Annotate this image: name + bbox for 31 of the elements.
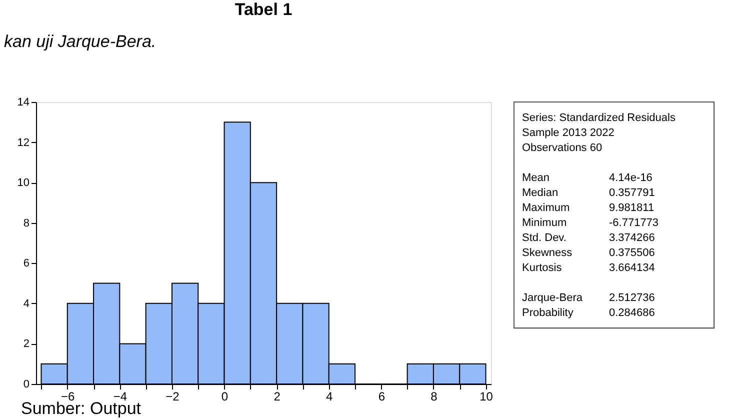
y-tick-label: 10 [17, 177, 30, 190]
text: Mean 4.14e-16 [522, 172, 652, 184]
text: Series: Standardized Residuals [522, 112, 676, 124]
x-tick-label: 8 [430, 390, 438, 404]
text: Minimum -6.771773 [522, 217, 659, 229]
x-tick-label: 4 [326, 390, 334, 404]
text: Probability 0.284686 [522, 307, 655, 319]
y-tick-label: 6 [23, 258, 30, 270]
text: Median 0.357791 [522, 187, 655, 199]
y-tick-label: 2 [23, 338, 30, 350]
y-tick-label: 8 [23, 217, 30, 230]
y-tick-label: 12 [17, 136, 30, 149]
x-tick-label: 0 [221, 390, 228, 404]
y-tick-label: 0 [23, 378, 30, 390]
text: Skewness 0.375506 [522, 247, 655, 259]
x-tick-label: 6 [378, 390, 386, 404]
text: Observations 60 [522, 142, 602, 154]
x-tick-label: −2 [166, 390, 180, 404]
text: Maximum 9.981811 [522, 202, 654, 214]
text: Kurtosis 3.664134 [522, 262, 655, 274]
y-tick-label: 14 [17, 96, 30, 108]
text: Std. Dev. 3.374266 [522, 232, 655, 244]
x-tick-label: −6 [61, 390, 76, 404]
text: Jarque-Bera 2.512736 [522, 292, 655, 304]
x-tick-label: 2 [274, 390, 281, 404]
text: Sample 2013 2022 [522, 127, 614, 139]
y-tick-label: 4 [23, 298, 30, 310]
x-tick-label: 10 [480, 390, 494, 404]
text: kan uji Jarque-Bera. [4, 32, 156, 51]
x-tick-label: −4 [113, 390, 128, 404]
chart-title: Tabel 1 [234, 0, 292, 19]
